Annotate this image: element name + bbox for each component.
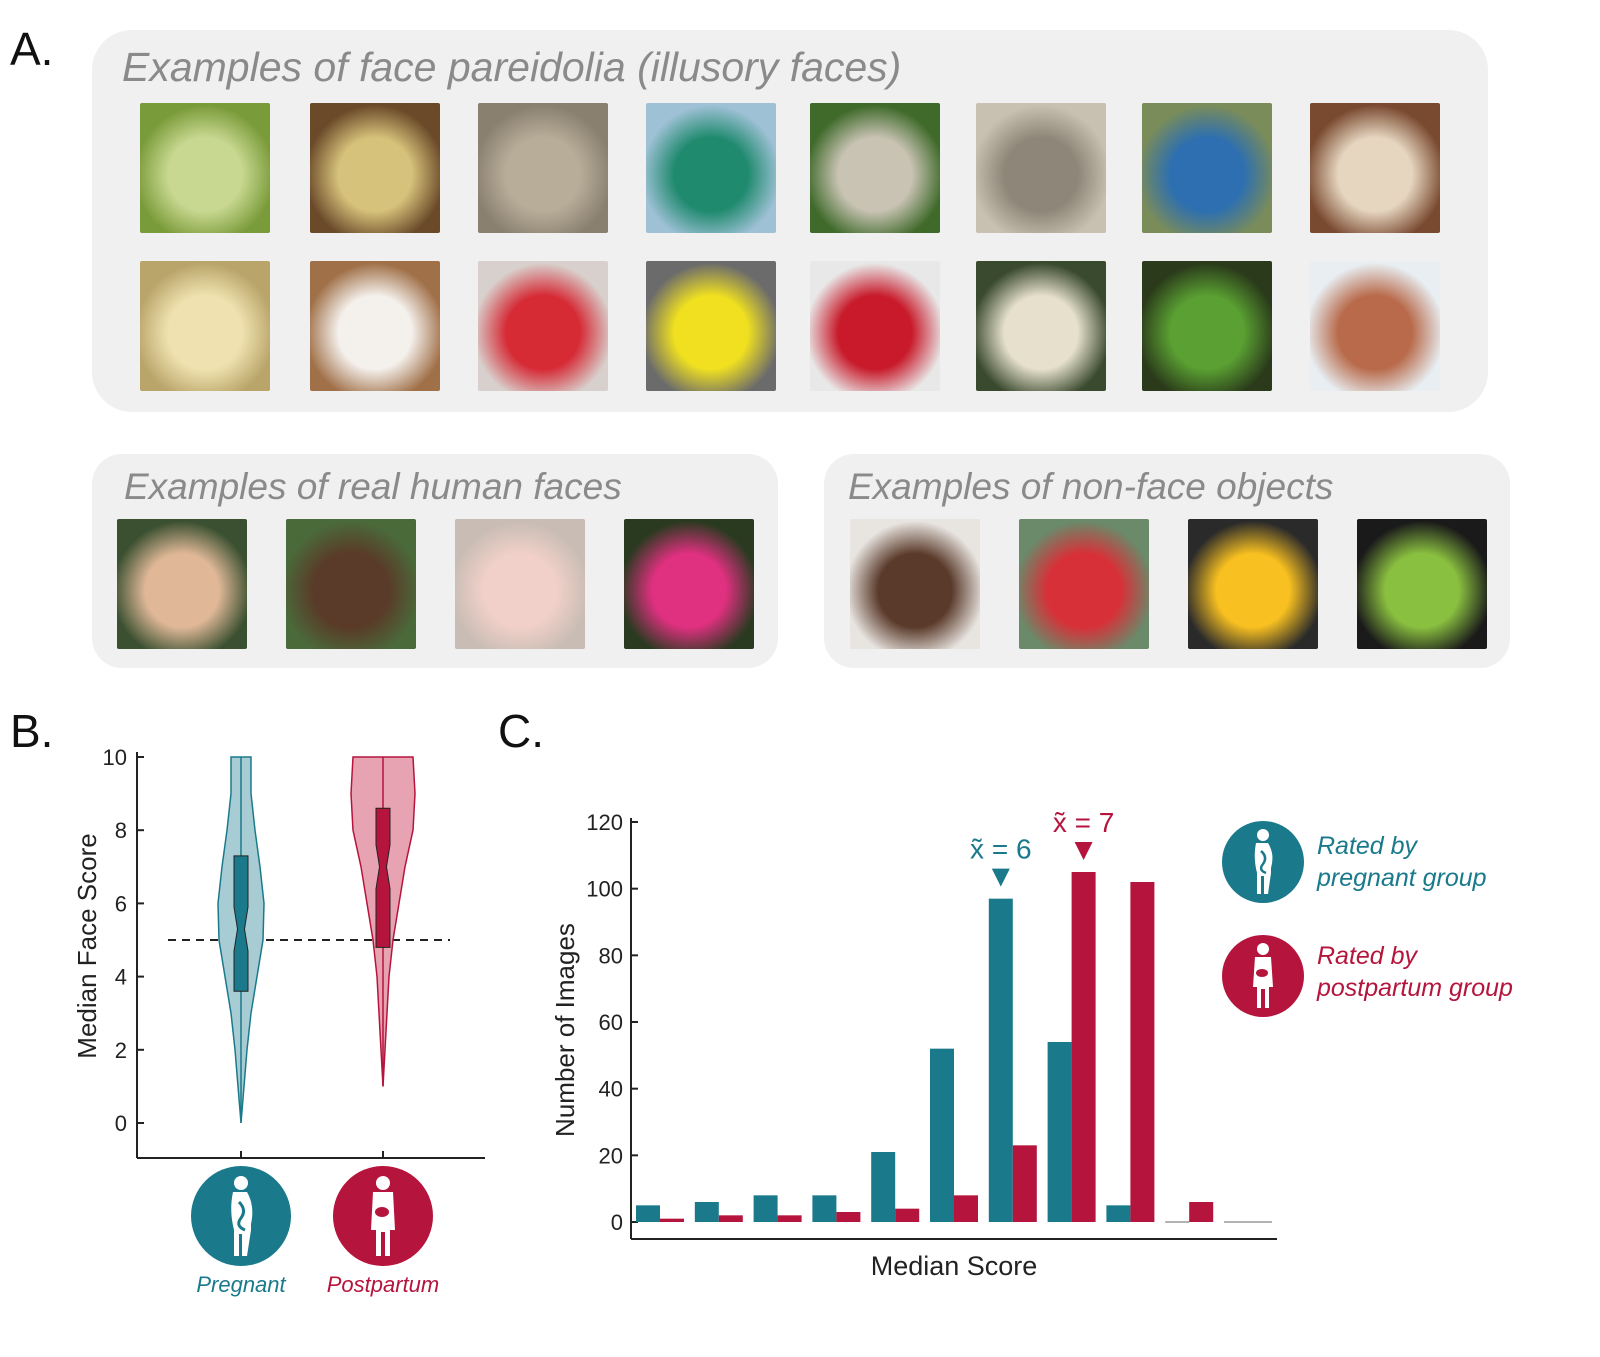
green-pepper-face-image	[1142, 261, 1272, 391]
legend-pregnant-line1: Rated by	[1317, 832, 1419, 860]
bar-chart: 0 20 40 60 80 100 120 Number of Images Median …	[550, 807, 1513, 1281]
median-label: x̃ = 6	[970, 834, 1031, 865]
mop-face-image	[1142, 103, 1272, 233]
legend-pregnant-icon	[1222, 821, 1304, 903]
legend-postpartum-line1: Rated by	[1317, 942, 1419, 970]
bitter-melon-face-image	[140, 103, 270, 233]
pregnant-caption: Pregnant	[196, 1272, 286, 1297]
violin-y-tick-label: 0	[115, 1111, 127, 1136]
bar-pregnant	[1047, 1042, 1072, 1222]
two-men-smiling-image	[624, 519, 754, 649]
bar-postpartum	[954, 1195, 978, 1222]
bar-y-tick-label: 120	[586, 810, 623, 835]
violin-y-tick-label: 4	[115, 965, 127, 990]
bar-y-tick-label: 100	[586, 877, 623, 902]
pasta-face-image	[140, 261, 270, 391]
bar-y-tick-label: 80	[599, 943, 623, 968]
bar-ylabel: Number of Images	[550, 923, 580, 1137]
violin-y-tick-label: 6	[115, 891, 127, 916]
violin-y-tick-label: 2	[115, 1038, 127, 1063]
bar-xlabel: Median Score	[871, 1251, 1038, 1281]
green-pepper-slices-image	[1357, 519, 1487, 649]
nonface-title: Examples of non-face objects	[848, 466, 1334, 507]
postpartum-box	[375, 807, 391, 948]
baby-with-bow-image	[455, 519, 585, 649]
violin-ylabel: Median Face Score	[72, 833, 102, 1058]
bar-postpartum	[1012, 1145, 1037, 1222]
red-scooter-face-image	[478, 261, 608, 391]
coffee-cup-face-image	[310, 261, 440, 391]
panel-b-label: B.	[10, 705, 54, 757]
violin-chart: 0 2 4 6 8 10 Median Face Score Pregnant Postp…	[72, 745, 485, 1297]
bar-postpartum	[895, 1208, 920, 1222]
postpartum-icon	[333, 1166, 433, 1266]
bar-postpartum	[1189, 1202, 1214, 1222]
bar-pregnant	[871, 1152, 896, 1222]
pruning-shears-face-image	[976, 103, 1106, 233]
bar-pregnant	[812, 1195, 837, 1222]
bar-postpartum	[718, 1215, 743, 1222]
legend-pregnant-line2: pregnant group	[1316, 864, 1487, 892]
bar-y-tick-label: 40	[599, 1077, 623, 1102]
bar-postpartum	[1071, 872, 1096, 1222]
cheese-slice-face-image	[976, 261, 1106, 391]
pregnant-icon	[191, 1166, 291, 1266]
yellow-kayaks-face-image	[646, 261, 776, 391]
median-marker	[991, 868, 1010, 887]
pregnant-box	[233, 855, 249, 992]
bar-pregnant	[930, 1048, 954, 1222]
panel-a-label: A.	[10, 23, 54, 75]
postpartum-caption: Postpartum	[327, 1272, 440, 1297]
rusty-bowl-face-image	[810, 103, 940, 233]
bar-postpartum	[777, 1215, 802, 1222]
legend-postpartum-icon	[1222, 935, 1304, 1017]
bar-pregnant	[694, 1202, 719, 1222]
handbag-face-image	[310, 103, 440, 233]
bar-pregnant	[1106, 1205, 1131, 1222]
bar-pregnant	[753, 1195, 778, 1222]
fried-egg-image	[1188, 519, 1318, 649]
building-facade-face-image	[1310, 261, 1440, 391]
panel-c-label: C.	[498, 705, 544, 757]
hamburger-image	[850, 519, 980, 649]
pie-crust-face-image	[1310, 103, 1440, 233]
pareidolia-title: Examples of face pareidolia (illusory fa…	[122, 44, 902, 90]
median-label: x̃ = 7	[1053, 807, 1114, 838]
stand-mixer-image	[1019, 519, 1149, 649]
bar-postpartum	[1130, 882, 1155, 1222]
legend-postpartum-line2: postpartum group	[1316, 974, 1513, 1002]
violin-y-tick-label: 10	[103, 745, 127, 770]
woman-with-scarf-image	[117, 519, 247, 649]
binocular-viewer-face-image	[646, 103, 776, 233]
tree-trunk-face-image	[478, 103, 608, 233]
bar-y-tick-label: 60	[599, 1010, 623, 1035]
legend: Rated by pregnant group Rated by postpar…	[1222, 821, 1513, 1017]
violin-y-tick-label: 8	[115, 818, 127, 843]
bar-pregnant	[636, 1205, 660, 1222]
bar-y-tick-label: 0	[611, 1210, 623, 1235]
bar-postpartum	[836, 1212, 861, 1222]
bar-pregnant	[988, 898, 1013, 1222]
bar-postpartum	[660, 1218, 684, 1222]
washing-machine-face-image	[810, 261, 940, 391]
smiling-man-glasses-image	[286, 519, 416, 649]
human-faces-title: Examples of real human faces	[124, 466, 622, 507]
median-marker	[1074, 842, 1093, 860]
bar-y-tick-label: 20	[599, 1143, 623, 1168]
